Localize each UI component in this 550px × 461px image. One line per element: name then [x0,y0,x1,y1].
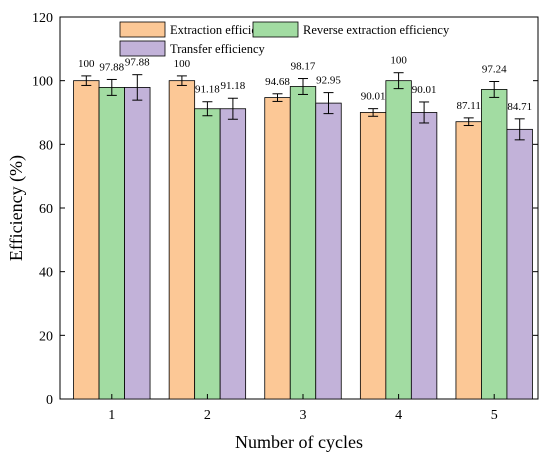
legend-label: Reverse extraction efficiency [303,23,450,37]
bar [73,80,100,400]
value-label: 100 [390,55,407,67]
bar [219,108,247,400]
bar [455,121,482,400]
error-bars-layer [81,72,525,141]
bar [359,112,387,400]
x-tick-label: 4 [395,408,402,423]
value-label: 87.11 [457,100,481,112]
value-label: 97.88 [125,57,150,69]
y-tick-label: 0 [46,393,53,408]
x-tick-label: 3 [300,408,307,423]
bar [194,108,221,400]
y-tick-label: 120 [32,11,53,26]
value-labels-layer: 100 100 94.68 90.01 87.11 97.88 91.18 98.17 100 9… [78,55,532,113]
value-label: 97.88 [99,61,124,73]
legend-swatch [119,40,166,57]
bars-layer [73,80,533,400]
legend: Extraction efficiency Reverse extraction … [119,21,450,57]
bar [410,112,438,400]
bar [315,102,342,400]
bar [168,80,196,400]
bar [124,87,151,400]
legend-label: Transfer efficiency [170,42,266,56]
value-label: 91.18 [195,84,220,96]
x-tick-label: 1 [108,408,115,423]
x-tick-label: 5 [491,408,498,423]
x-axis: 1 2 3 4 5 [108,394,498,423]
legend-swatch [119,21,166,38]
bar [289,86,317,400]
bar [385,80,412,400]
value-label: 100 [78,58,95,70]
value-label: 94.68 [265,76,290,88]
x-tick-label: 2 [204,408,211,423]
value-label: 98.17 [291,61,316,73]
value-label: 84.71 [507,101,532,113]
value-label: 90.01 [361,91,386,103]
value-label: 90.01 [412,84,437,96]
value-label: 97.24 [482,63,507,75]
value-label: 91.18 [221,80,246,92]
bar [98,87,125,400]
bar [506,128,533,400]
value-label: 92.95 [316,75,341,87]
legend-label: Extraction efficiency [170,23,276,37]
legend-swatch [252,21,299,38]
x-axis-title: Number of cycles [235,432,363,452]
y-axis: 0 20 40 60 80 100 120 [32,11,538,408]
y-tick-label: 20 [39,329,53,344]
value-label: 100 [174,58,191,70]
y-tick-label: 100 [32,75,53,90]
y-tick-label: 40 [39,266,53,281]
bar [481,89,508,400]
y-tick-label: 60 [39,202,53,217]
bar [264,97,291,400]
y-axis-title: Efficiency (%) [6,155,27,261]
y-tick-label: 80 [39,138,53,153]
